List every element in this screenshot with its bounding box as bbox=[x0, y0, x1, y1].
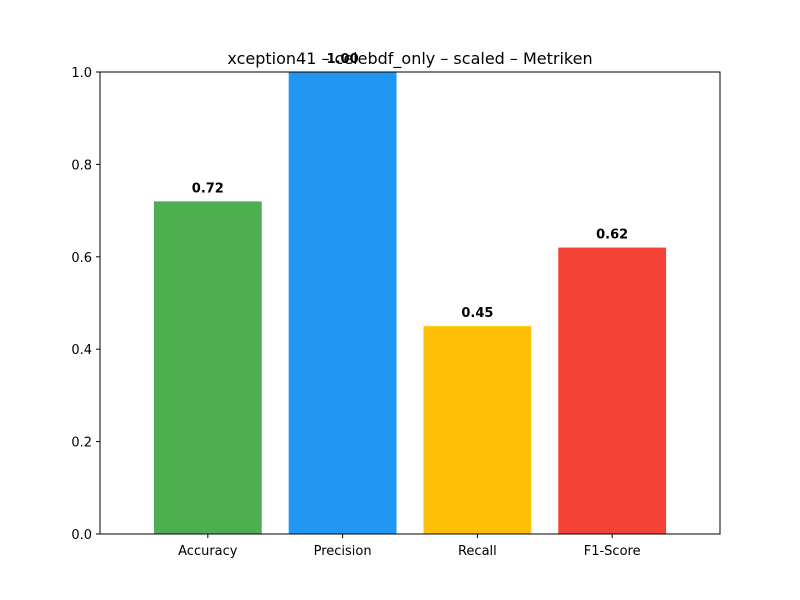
bar-accuracy bbox=[153, 201, 262, 535]
bar-value-label: 0.72 bbox=[192, 181, 224, 196]
bar-value-label: 0.45 bbox=[461, 306, 493, 321]
y-tick-label: 0.0 bbox=[71, 528, 92, 543]
x-tick-label: Recall bbox=[458, 544, 497, 559]
bars-layer bbox=[153, 72, 667, 535]
bar-precision bbox=[288, 72, 397, 534]
x-tick-label: Accuracy bbox=[178, 544, 238, 559]
bar-value-label: 0.62 bbox=[596, 228, 628, 243]
plot-frame bbox=[99, 71, 721, 535]
x-tick-label: F1-Score bbox=[584, 544, 641, 559]
y-tick-label: 0.4 bbox=[71, 343, 92, 358]
value-labels-layer: 0.72 1.00 0.45 0.62 bbox=[192, 52, 628, 321]
x-tick-label: Precision bbox=[314, 544, 372, 559]
y-tick-label: 1.0 bbox=[71, 66, 92, 81]
chart-title: xception41 – celebdf_only – scaled – Met… bbox=[227, 49, 592, 69]
bar-recall bbox=[423, 326, 532, 534]
axes-layer: 0.0 0.2 0.4 0.6 0.8 1.0 Accuracy Precision Recal… bbox=[71, 66, 721, 559]
bar-f1-score bbox=[558, 247, 667, 534]
y-tick-label: 0.2 bbox=[71, 436, 92, 451]
bar-value-label: 1.00 bbox=[327, 52, 359, 67]
y-tick-label: 0.6 bbox=[71, 251, 92, 266]
y-tick-label: 0.8 bbox=[71, 158, 92, 173]
